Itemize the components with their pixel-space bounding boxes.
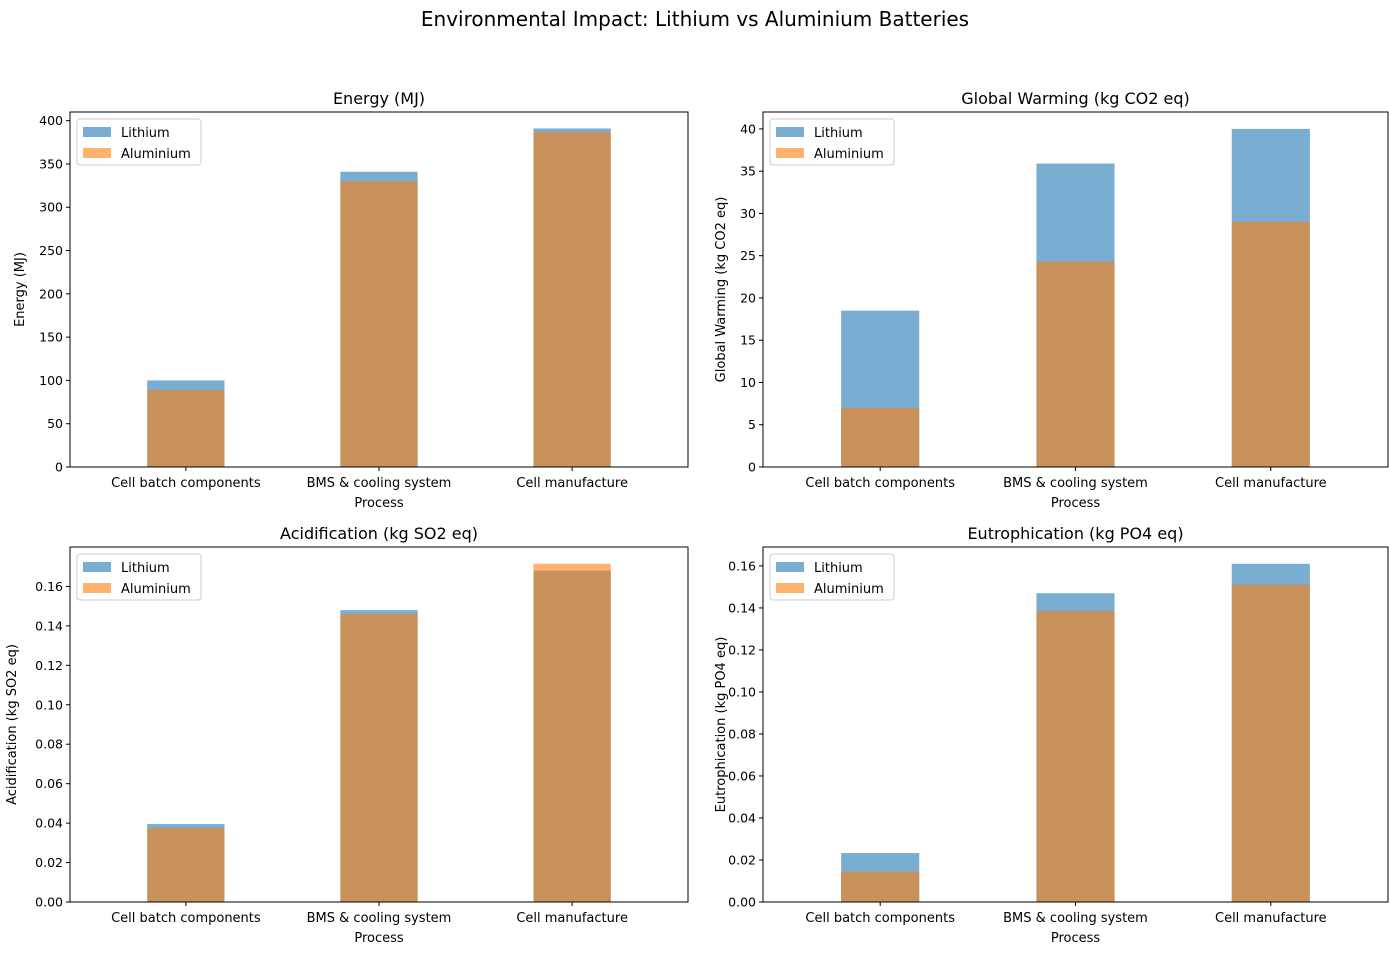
panel-title: Energy (MJ) [333, 89, 425, 108]
y-tick-label: 30 [740, 206, 756, 221]
y-tick-label: 400 [39, 113, 63, 128]
panel-title: Eutrophication (kg PO4 eq) [967, 524, 1183, 543]
legend-swatch-aluminium [83, 148, 111, 158]
y-tick-label: 0.02 [35, 855, 63, 870]
y-tick-label: 300 [39, 200, 63, 215]
x-axis-label: Process [354, 496, 404, 511]
panel-title: Global Warming (kg CO2 eq) [961, 89, 1189, 108]
y-tick-label: 0.10 [728, 684, 756, 699]
legend-label-lithium: Lithium [121, 561, 170, 576]
bar-aluminium-3 [533, 131, 611, 468]
x-tick-label: Cell batch components [111, 911, 261, 926]
legend-label-aluminium: Aluminium [121, 147, 191, 162]
legend: Lithium Aluminium [76, 553, 202, 601]
bar-aluminium-3 [533, 563, 611, 902]
bar-aluminium-2 [1036, 611, 1115, 902]
x-tick-label: Cell batch components [111, 476, 261, 491]
y-tick-label: 0.14 [728, 600, 756, 615]
y-tick-label: 20 [740, 290, 756, 305]
bar-aluminium-3 [1231, 584, 1310, 902]
y-tick-label: 35 [740, 164, 756, 179]
x-axis-label: Process [1051, 931, 1101, 946]
panel-title: Acidification (kg SO2 eq) [280, 524, 478, 543]
y-axis-label: Global Warming (kg CO2 eq) [714, 197, 729, 383]
x-tick-label: Cell manufacture [1215, 911, 1327, 926]
x-tick-label: BMS & cooling system [307, 911, 452, 926]
chart-panel-4: 0.00 0.02 0.04 0.06 0.08 0.10 0.12 0.14 0.16 Cell… [714, 524, 1389, 946]
legend: Lithium Aluminium [769, 553, 895, 601]
y-tick-label: 40 [740, 121, 756, 136]
chart-panel-1: 0 50 100 150 200 250 300 350 400 Cell batch compo… [13, 89, 689, 511]
legend-swatch-lithium [83, 127, 111, 137]
legend-label-lithium: Lithium [121, 126, 170, 141]
y-axis-label: Eutrophication (kg PO4 eq) [714, 637, 729, 813]
y-tick-label: 0.00 [728, 895, 756, 910]
y-tick-label: 50 [47, 416, 63, 431]
x-tick-label: Cell manufacture [516, 911, 628, 926]
x-tick-label: BMS & cooling system [1003, 476, 1148, 491]
y-tick-label: 5 [748, 417, 756, 432]
y-tick-label: 250 [39, 243, 63, 258]
y-tick-label: 0.08 [35, 737, 63, 752]
bar-aluminium-1 [147, 389, 225, 467]
chart-panel-2: 0 5 10 15 20 25 30 35 40 Cell batch components BMS… [714, 89, 1389, 511]
y-tick-label: 0.12 [35, 658, 63, 673]
y-tick-label: 0.00 [35, 895, 63, 910]
chart-panel-3: 0.00 0.02 0.04 0.06 0.08 0.10 0.12 0.14 0.16 Cell… [5, 524, 689, 946]
y-tick-label: 0.02 [728, 852, 756, 867]
y-tick-label: 0.06 [728, 768, 756, 783]
y-axis-label: Energy (MJ) [13, 252, 28, 327]
bar-aluminium-2 [1036, 261, 1115, 467]
legend-swatch-aluminium [776, 583, 804, 593]
x-tick-label: Cell batch components [805, 911, 955, 926]
legend-label-lithium: Lithium [814, 126, 863, 141]
y-tick-label: 0.16 [728, 558, 756, 573]
y-axis-label: Acidification (kg SO2 eq) [5, 644, 20, 805]
bar-aluminium-1 [147, 828, 225, 902]
y-tick-label: 10 [740, 375, 756, 390]
y-tick-label: 0.08 [728, 726, 756, 741]
x-axis-label: Process [354, 931, 404, 946]
y-tick-label: 150 [39, 330, 63, 345]
y-tick-label: 350 [39, 156, 63, 171]
legend-label-aluminium: Aluminium [814, 147, 884, 162]
bar-aluminium-2 [340, 614, 418, 902]
y-tick-label: 0.04 [728, 810, 756, 825]
y-tick-label: 0 [55, 460, 63, 475]
x-tick-label: Cell manufacture [1215, 476, 1327, 491]
legend: Lithium Aluminium [76, 118, 202, 166]
legend-swatch-lithium [776, 562, 804, 572]
legend-label-lithium: Lithium [814, 561, 863, 576]
y-tick-label: 0.16 [35, 579, 63, 594]
x-tick-label: Cell manufacture [516, 476, 628, 491]
y-tick-label: 0.14 [35, 618, 63, 633]
y-tick-label: 0.06 [35, 776, 63, 791]
bar-aluminium-3 [1231, 221, 1310, 467]
y-tick-label: 0 [748, 460, 756, 475]
legend-swatch-lithium [776, 127, 804, 137]
y-tick-label: 100 [39, 373, 63, 388]
x-tick-label: Cell batch components [805, 476, 955, 491]
y-tick-label: 0.12 [728, 642, 756, 657]
legend-swatch-aluminium [83, 583, 111, 593]
legend-swatch-aluminium [776, 148, 804, 158]
bar-aluminium-2 [340, 181, 418, 467]
y-tick-label: 15 [740, 333, 756, 348]
legend-swatch-lithium [83, 562, 111, 572]
y-tick-label: 200 [39, 286, 63, 301]
legend-label-aluminium: Aluminium [814, 582, 884, 597]
legend-label-aluminium: Aluminium [121, 582, 191, 597]
x-axis-label: Process [1051, 496, 1101, 511]
bar-aluminium-1 [841, 871, 920, 902]
figure-title: Environmental Impact: Lithium vs Alumini… [421, 7, 969, 31]
y-tick-label: 0.10 [35, 697, 63, 712]
y-tick-label: 0.04 [35, 816, 63, 831]
bar-aluminium-1 [841, 407, 920, 467]
y-tick-label: 25 [740, 248, 756, 263]
legend: Lithium Aluminium [769, 118, 895, 166]
x-tick-label: BMS & cooling system [1003, 911, 1148, 926]
x-tick-label: BMS & cooling system [307, 476, 452, 491]
